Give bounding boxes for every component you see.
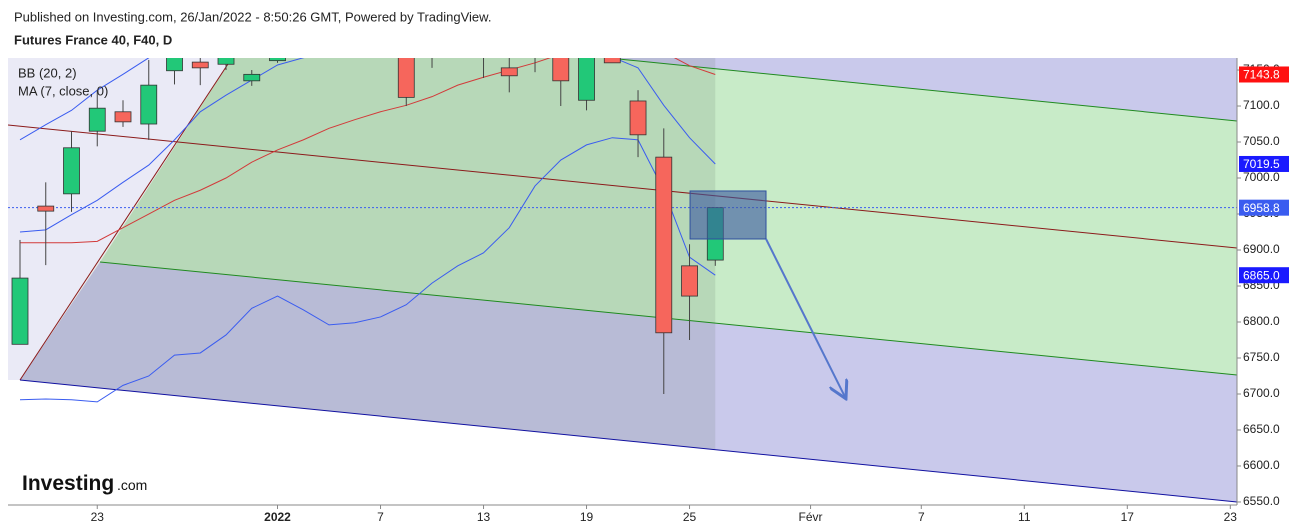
price-label: 6865.0 — [1243, 268, 1280, 282]
price-label: 7019.5 — [1243, 157, 1280, 171]
price-label-box — [1239, 66, 1289, 83]
candle-body — [63, 147, 80, 195]
logo: Investing — [22, 472, 114, 495]
drawing-upper-tine — [603, 58, 1237, 122]
candle-body — [424, 34, 440, 41]
x-tick-label: 2022 — [264, 510, 291, 524]
drawing-box — [689, 190, 767, 240]
chart-title: Futures France 40, F40, D — [14, 32, 172, 47]
candle-body — [450, 38, 466, 42]
x-tick-label: 13 — [477, 510, 491, 524]
candle-body — [629, 100, 647, 136]
y-tick-label: 6550.0 — [1243, 494, 1280, 508]
ma-line — [20, 58, 716, 244]
price-label-box — [1239, 155, 1289, 172]
candle-body — [552, 58, 570, 82]
y-tick-label: 7100.0 — [1243, 98, 1280, 112]
price-label-box — [1239, 267, 1289, 284]
candle-body — [11, 277, 29, 345]
y-tick-label: 6700.0 — [1243, 386, 1280, 400]
legend-bb: BB (20, 2) — [18, 65, 77, 80]
history-zone — [20, 58, 716, 450]
y-tick-label: 6650.0 — [1243, 422, 1280, 436]
candle-body — [191, 61, 209, 69]
candle-body — [500, 67, 518, 77]
x-tick-label: 19 — [580, 510, 594, 524]
x-tick-label: 23 — [91, 510, 105, 524]
logo-suffix: .com — [117, 477, 147, 493]
candle-body — [295, 41, 311, 52]
drawing-bottom — [19, 379, 1237, 503]
candle-body — [397, 58, 415, 98]
price-label: 7143.8 — [1243, 68, 1280, 82]
candle-body — [681, 265, 698, 297]
candle-body — [140, 84, 158, 125]
candle-body — [603, 58, 621, 64]
candle-body — [655, 156, 673, 334]
candle-body — [321, 34, 337, 41]
candle-body — [578, 58, 595, 101]
candle-body — [114, 111, 132, 123]
price-label-box — [1239, 199, 1289, 216]
candle-body — [476, 34, 492, 41]
drawing-arrow — [765, 238, 845, 397]
legend-ma: MA (7, close, 0) — [18, 83, 108, 98]
x-tick-label: 7 — [918, 510, 925, 524]
y-tick-label: 6750.0 — [1243, 350, 1280, 364]
price-axis-bg — [1237, 58, 1294, 532]
bb-lower — [19, 137, 716, 403]
candle-body — [347, 34, 363, 38]
candle-body — [243, 73, 261, 82]
candle-body — [37, 205, 55, 212]
bb-basis — [19, 58, 716, 233]
y-tick-label: 6900.0 — [1243, 242, 1280, 256]
candle-body — [269, 58, 286, 62]
y-tick-label: 7000.0 — [1243, 170, 1280, 184]
axes: 6550.06600.06650.06700.06750.06800.06850… — [8, 58, 1294, 532]
x-tick-label: Févr — [799, 510, 823, 524]
y-tick-label: 6600.0 — [1243, 458, 1280, 472]
bb-upper — [19, 58, 150, 141]
x-tick-label: 17 — [1121, 510, 1135, 524]
y-tick-label: 6800.0 — [1243, 314, 1280, 328]
x-tick-label: 11 — [1018, 510, 1031, 524]
candle-body — [88, 107, 106, 132]
price-label: 6958.8 — [1243, 201, 1280, 215]
drawing-handle — [19, 58, 233, 381]
candle-body — [373, 38, 389, 45]
plot-area — [8, 34, 1237, 503]
published-note: Published on Investing.com, 26/Jan/2022 … — [14, 9, 491, 24]
drawing-median — [8, 124, 1237, 249]
x-tick-label: 23 — [1224, 510, 1238, 524]
x-tick-label: 25 — [683, 510, 697, 524]
candle-body — [527, 48, 543, 52]
candle-body — [166, 58, 183, 72]
y-tick-label: 7050.0 — [1243, 134, 1280, 148]
candle-body — [217, 58, 235, 65]
x-tick-label: 7 — [377, 510, 384, 524]
